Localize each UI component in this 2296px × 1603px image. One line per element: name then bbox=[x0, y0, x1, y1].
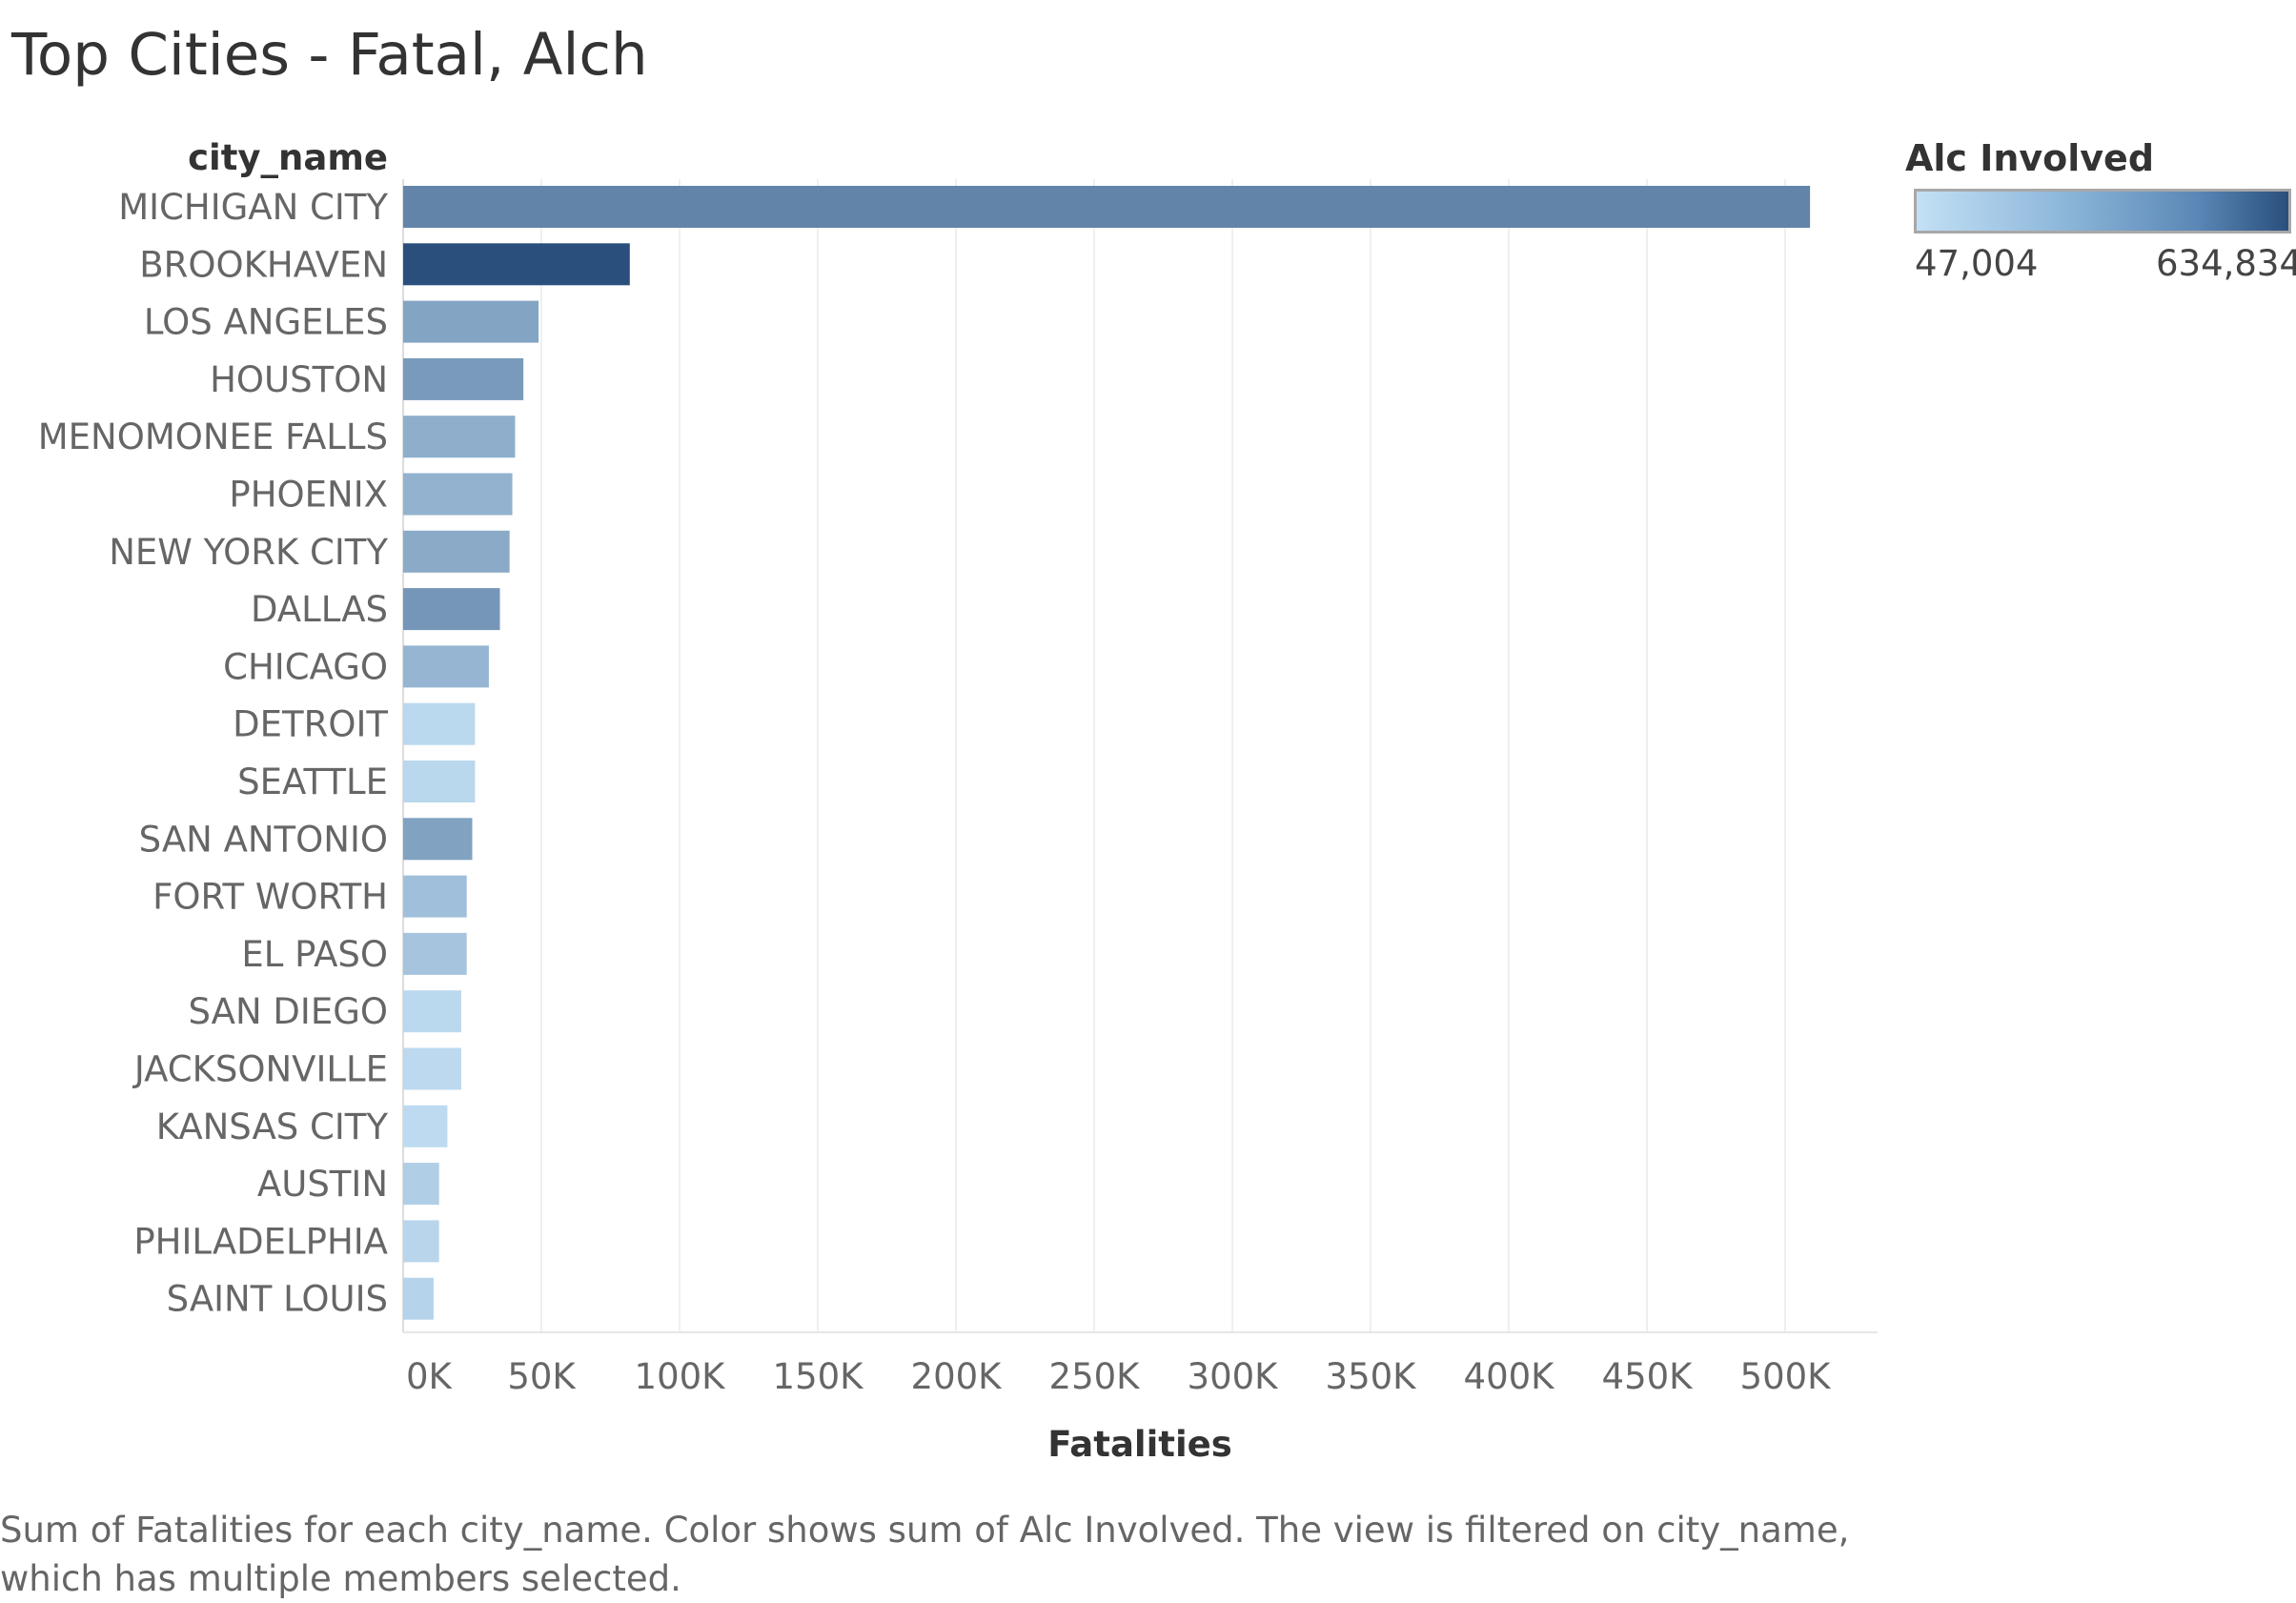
bar[interactable] bbox=[403, 645, 489, 688]
category-label: HOUSTON bbox=[210, 359, 388, 400]
x-tick-label: 450K bbox=[1602, 1356, 1695, 1397]
category-label: AUSTIN bbox=[257, 1164, 388, 1205]
category-label: DETROIT bbox=[233, 704, 388, 745]
x-axis-title: Fatalities bbox=[1047, 1424, 1232, 1465]
x-tick-label: 350K bbox=[1326, 1356, 1418, 1397]
x-tick-label: 100K bbox=[635, 1356, 727, 1397]
chart-caption: Sum of Fatalities for each city_name. Co… bbox=[0, 1510, 1850, 1599]
x-tick-label: 500K bbox=[1740, 1356, 1833, 1397]
x-tick-label: 300K bbox=[1188, 1356, 1280, 1397]
legend-title: Alc Involved bbox=[1905, 137, 2155, 179]
category-label: LOS ANGELES bbox=[144, 302, 388, 343]
category-labels: MICHIGAN CITY BROOKHAVEN LOS ANGELES HOUSTO… bbox=[38, 187, 389, 1320]
bar[interactable] bbox=[403, 932, 467, 975]
bar[interactable] bbox=[403, 357, 524, 400]
bar[interactable] bbox=[403, 1163, 439, 1206]
category-label: SAN DIEGO bbox=[189, 991, 389, 1032]
category-label: DALLAS bbox=[251, 589, 388, 630]
x-tick-label: 0K bbox=[406, 1356, 454, 1397]
bar[interactable] bbox=[403, 761, 476, 802]
x-tick-labels: 0K 50K 100K 150K 200K 250K 300K 350K 400K 450K 500… bbox=[406, 1356, 1832, 1397]
chart-title: Top Cities - Fatal, Alch bbox=[11, 21, 648, 89]
category-label: NEW YORK CITY bbox=[109, 532, 388, 573]
category-label: SAN ANTONIO bbox=[139, 819, 388, 860]
x-tick-label: 50K bbox=[507, 1356, 577, 1397]
bar[interactable] bbox=[403, 243, 630, 286]
bar[interactable] bbox=[403, 818, 473, 861]
bar-chart: city_name MICHIGAN CITY BROOKHAVEN LOS ANG… bbox=[38, 137, 1878, 1465]
category-label: PHOENIX bbox=[229, 475, 388, 516]
category-label: JACKSONVILLE bbox=[132, 1049, 388, 1090]
category-label: CHICAGO bbox=[223, 646, 388, 687]
category-label: MENOMONEE FALLS bbox=[38, 416, 388, 457]
legend-max-label: 634,834 bbox=[2156, 243, 2296, 284]
bar[interactable] bbox=[403, 1220, 439, 1263]
category-label: BROOKHAVEN bbox=[139, 244, 388, 285]
bar[interactable] bbox=[403, 588, 500, 631]
category-label: MICHIGAN CITY bbox=[118, 187, 388, 228]
bar[interactable] bbox=[403, 990, 461, 1033]
bar[interactable] bbox=[403, 702, 476, 745]
bar[interactable] bbox=[403, 1277, 434, 1320]
category-label: PHILADELPHIA bbox=[133, 1221, 388, 1262]
category-label: SAINT LOUIS bbox=[167, 1279, 388, 1320]
category-label: FORT WORTH bbox=[152, 877, 388, 918]
x-tick-label: 250K bbox=[1049, 1356, 1142, 1397]
x-tick-label: 400K bbox=[1464, 1356, 1556, 1397]
category-label: KANSAS CITY bbox=[156, 1106, 389, 1147]
bar[interactable] bbox=[403, 416, 516, 458]
category-axis-header: city_name bbox=[188, 137, 388, 178]
category-label: SEATTLE bbox=[237, 761, 388, 802]
bar[interactable] bbox=[403, 1047, 461, 1090]
legend-color-ramp bbox=[1914, 189, 2291, 233]
bar[interactable] bbox=[403, 530, 510, 573]
gridlines bbox=[402, 179, 1786, 1332]
bar[interactable] bbox=[403, 1105, 448, 1147]
category-label: EL PASO bbox=[241, 934, 388, 975]
legend-min-label: 47,004 bbox=[1915, 243, 2039, 284]
bar[interactable] bbox=[403, 473, 513, 516]
bar[interactable] bbox=[403, 300, 539, 343]
x-tick-label: 150K bbox=[773, 1356, 865, 1397]
x-tick-label: 200K bbox=[911, 1356, 1004, 1397]
bar[interactable] bbox=[403, 875, 467, 918]
bar[interactable] bbox=[403, 186, 1811, 228]
bars bbox=[403, 186, 1811, 1320]
